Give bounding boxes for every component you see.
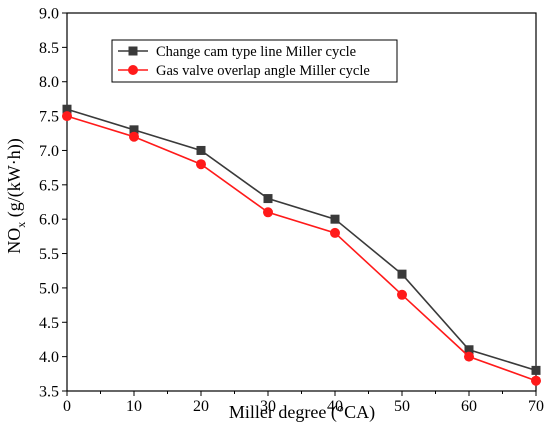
y-tick-label: 3.5 — [39, 384, 59, 401]
legend: Change cam type line Miller cycle Gas va… — [111, 39, 398, 83]
series-2-point — [62, 111, 72, 122]
y-tick-label: 8.5 — [39, 40, 59, 57]
y-tick-label: 5.5 — [39, 246, 59, 263]
x-tick-label: 70 — [528, 398, 544, 415]
x-tick-label: 40 — [327, 398, 343, 415]
y-axis-title-sub: x — [14, 222, 28, 228]
y-tick-label: 4.5 — [39, 315, 59, 332]
legend-box — [111, 39, 398, 83]
y-axis-title-base: NO — [4, 228, 24, 254]
series-1-point — [531, 365, 541, 375]
x-axis-ticks: 0 10 20 30 40 50 60 70 — [63, 391, 544, 415]
series-1-point — [62, 104, 72, 114]
y-tick-label: 6.0 — [39, 212, 59, 229]
series-2-point — [263, 207, 273, 218]
series-2-point — [129, 131, 139, 142]
x-tick-label: 60 — [461, 398, 477, 415]
series-1-point — [196, 145, 206, 155]
x-tick-label: 50 — [394, 398, 410, 415]
y-tick-label: 5.0 — [39, 280, 59, 297]
y-tick-label: 4.0 — [39, 349, 59, 366]
y-tick-label: 9.0 — [39, 6, 59, 23]
x-tick-label: 20 — [193, 398, 209, 415]
y-tick-label: 6.5 — [39, 177, 59, 194]
x-tick-label: 30 — [260, 398, 276, 415]
series-1-point — [464, 345, 474, 355]
series-2-point — [531, 375, 541, 386]
legend-marker-2 — [128, 65, 138, 75]
legend-marker-1 — [128, 46, 138, 56]
y-tick-label: 7.5 — [39, 109, 59, 126]
y-tick-label: 8.0 — [39, 74, 59, 91]
series-line-1 — [66, 108, 537, 372]
x-axis-title: Miller degree (°CA) — [229, 402, 375, 423]
series-1-point — [330, 214, 340, 224]
series-2-point — [464, 351, 474, 362]
series-2-point — [196, 159, 206, 170]
series-2-point — [330, 227, 340, 238]
series-line-2 — [66, 115, 537, 382]
legend-label-1: Change cam type line Miller cycle — [156, 44, 356, 60]
legend-label-2: Gas valve overlap angle Miller cycle — [156, 63, 370, 79]
series-1-point — [263, 194, 273, 204]
x-tick-label: 10 — [126, 398, 142, 415]
x-tick-label: 0 — [63, 398, 71, 415]
series-group — [62, 104, 541, 386]
y-axis-title-rest: (g/(kW·h)) — [4, 138, 25, 221]
y-axis-title: NOx (g/(kW·h)) — [4, 138, 28, 253]
series-1-point — [129, 125, 139, 135]
series-2-point — [397, 289, 407, 300]
y-tick-label: 7.0 — [39, 143, 59, 160]
series-1-point — [397, 269, 407, 279]
y-axis-ticks: 3.5 4.0 4.5 5.0 5.5 6.0 6.5 7.0 7.5 8.0 8.5 9.0 — [39, 6, 67, 401]
